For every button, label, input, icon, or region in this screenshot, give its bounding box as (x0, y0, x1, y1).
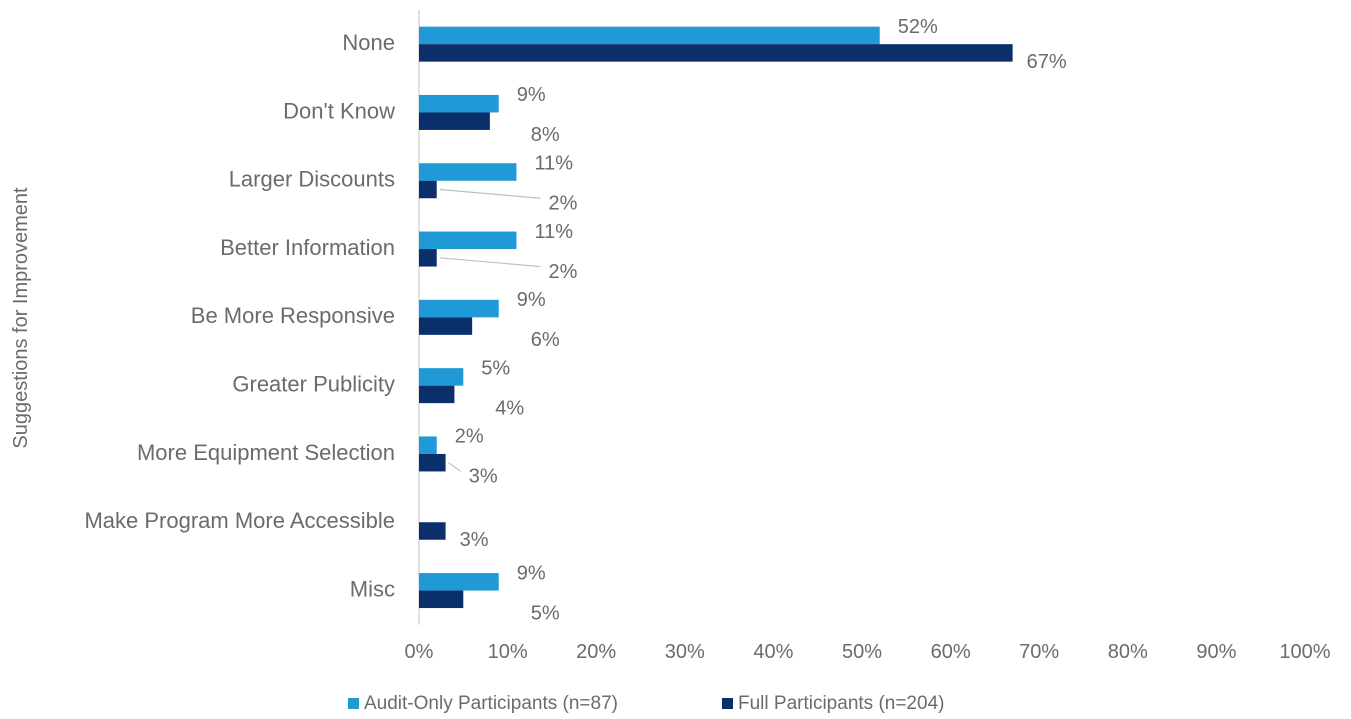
data-label: 8% (531, 124, 560, 146)
audit-only-bar (419, 436, 437, 454)
data-label: 11% (534, 153, 573, 175)
legend-swatch (348, 698, 359, 709)
bars (419, 26, 1013, 609)
data-label: 67% (1027, 51, 1067, 73)
audit-only-bar (419, 163, 517, 181)
x-tick-label: 100% (1279, 641, 1330, 663)
full-participants-bar (419, 112, 490, 130)
category-label: Misc (350, 576, 395, 601)
audit-only-bar (419, 368, 464, 386)
x-tick-label: 20% (576, 641, 616, 663)
category-label: Make Program More Accessible (84, 508, 395, 533)
leader-line (439, 188, 541, 199)
full-participants-bar (419, 317, 473, 335)
leader-lines (439, 188, 541, 472)
full-participants-bar (419, 385, 455, 404)
full-participants-bar (419, 44, 1013, 62)
category-label: Greater Publicity (232, 371, 395, 396)
category-label: Don't Know (283, 98, 395, 123)
data-label: 4% (495, 397, 524, 419)
legend: Audit-Only Participants (n=87) Full Parti… (348, 693, 944, 714)
data-label: 2% (548, 261, 577, 283)
data-label: 9% (517, 84, 546, 106)
category-labels: None Don't Know Larger Discounts Better Inf… (84, 30, 395, 601)
x-tick-label: 30% (665, 641, 705, 663)
leader-line (448, 462, 462, 472)
data-label: 6% (531, 329, 560, 351)
data-labels: 52%67%9%8%11%2%11%2%9%6%5%4%2%3%3%9%5% (455, 16, 1067, 624)
data-label: 2% (548, 193, 577, 215)
y-axis-title: Suggestions for Improvement (10, 187, 32, 449)
data-label: 9% (517, 562, 546, 584)
data-label: 2% (455, 426, 484, 448)
legend-label: Audit-Only Participants (n=87) (364, 693, 618, 714)
x-tick-label: 0% (405, 641, 434, 663)
data-label: 5% (481, 357, 510, 379)
x-tick-label: 60% (931, 641, 971, 663)
data-label: 3% (469, 466, 498, 488)
category-label: Larger Discounts (229, 167, 395, 192)
leader-line (439, 257, 541, 268)
legend-label: Full Participants (n=204) (738, 693, 944, 714)
category-label: Better Information (220, 235, 395, 260)
audit-only-bar (419, 299, 499, 318)
audit-only-bar (419, 26, 880, 45)
full-participants-bar (419, 249, 437, 267)
data-label: 5% (531, 602, 560, 624)
x-tick-labels: 0% 10% 20% 30% 40% 50% 60% 70% 80% 90% 100% (405, 641, 1331, 663)
y-axis-title-group: Suggestions for Improvement (10, 187, 32, 449)
full-participants-bar (419, 590, 464, 609)
data-label: 11% (534, 221, 573, 243)
full-participants-bar (419, 522, 446, 540)
audit-only-bar (419, 231, 517, 250)
x-tick-label: 70% (1019, 641, 1059, 663)
category-label: None (342, 30, 395, 55)
full-participants-bar (419, 453, 446, 472)
x-tick-label: 40% (753, 641, 793, 663)
x-tick-label: 90% (1196, 641, 1236, 663)
x-tick-label: 10% (488, 641, 528, 663)
x-tick-label: 80% (1108, 641, 1148, 663)
full-participants-bar (419, 180, 437, 199)
audit-only-bar (419, 94, 499, 113)
data-label: 3% (460, 529, 489, 551)
category-label: More Equipment Selection (137, 440, 395, 465)
category-label: Be More Responsive (191, 303, 395, 328)
x-tick-label: 50% (842, 641, 882, 663)
data-label: 9% (517, 289, 546, 311)
data-label: 52% (898, 16, 938, 38)
legend-swatch (722, 698, 733, 709)
audit-only-bar (419, 573, 499, 591)
